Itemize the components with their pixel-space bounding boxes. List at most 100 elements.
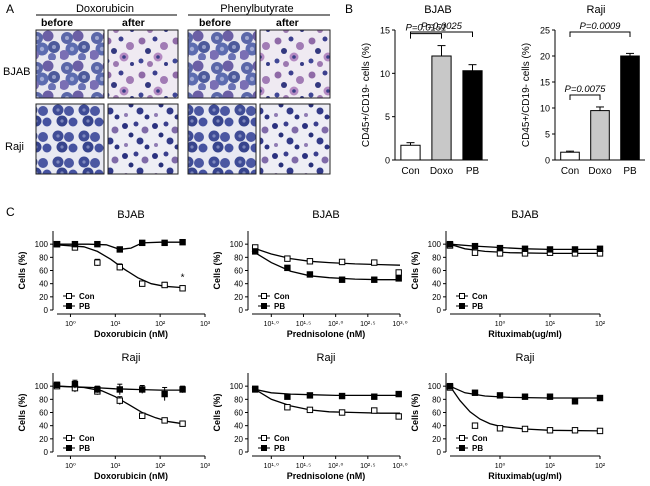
dose-chart-1-series-con-point bbox=[94, 259, 101, 266]
dose-chart-4-legend-marker bbox=[66, 435, 72, 441]
dose-chart-5-x-tick-label: 10²·⁵ bbox=[360, 463, 375, 470]
dose-chart-4-legend-label-pb: PB bbox=[79, 444, 90, 453]
dose-chart-4-x-tick-label: 10⁰ bbox=[65, 462, 76, 470]
dose-chart-3-title: BJAB bbox=[511, 209, 539, 221]
dose-chart-6-x-tick-label: 10¹ bbox=[545, 463, 556, 470]
dose-chart-6-series-pb-point bbox=[521, 393, 529, 400]
dose-chart-5-x-tick-label: 10³·⁰ bbox=[392, 462, 407, 470]
bar-chart-bjab-y-tick-label: 0 bbox=[385, 156, 390, 166]
bar-chart-raji-significance-bracket bbox=[569, 31, 631, 37]
bar-chart-bjab-p-value: P=0.0025 bbox=[421, 21, 463, 32]
dose-chart-6-series-con-point bbox=[521, 425, 529, 433]
panel-c-letter: C bbox=[6, 205, 15, 219]
dose-chart-4-series-con-point bbox=[116, 397, 123, 404]
dose-chart-1-legend-marker bbox=[66, 293, 72, 299]
dose-chart-1-series-con-point bbox=[161, 281, 168, 289]
dose-chart-6-series-pb-point bbox=[596, 394, 604, 402]
dose-chart-6-x-label: Rituximab(ug/ml) bbox=[488, 471, 562, 481]
panel-b-letter: B bbox=[345, 2, 353, 16]
dose-chart-2-series-con-point bbox=[284, 255, 291, 262]
dose-chart-3-y-tick-label: 60 bbox=[432, 267, 441, 276]
dose-chart-2-y-tick-label: 0 bbox=[239, 306, 244, 315]
dose-chart-3-series-pb-point bbox=[496, 244, 504, 252]
dose-chart-4-y-label: Cells (%) bbox=[17, 393, 27, 431]
dose-chart-5-y-tick-label: 100 bbox=[230, 382, 244, 391]
dose-chart-5-y-tick-label: 20 bbox=[234, 435, 243, 444]
dose-chart-2-x-tick-label: 10¹·⁵ bbox=[296, 321, 311, 328]
dose-chart-3-series-pb-fit-line bbox=[449, 243, 600, 251]
dose-chart-6-y-tick-label: 0 bbox=[437, 448, 442, 457]
dose-chart-1-legend-label-con: Con bbox=[79, 292, 95, 301]
dose-chart-2-y-tick-label: 40 bbox=[234, 280, 243, 289]
dose-chart-6-series-pb-point bbox=[546, 393, 554, 400]
dose-chart-6-y-tick-label: 80 bbox=[432, 395, 441, 404]
bar-chart-raji-bar-con bbox=[560, 151, 580, 161]
condition-label-pb-before: before bbox=[199, 17, 231, 29]
dose-chart-4-series-pb-point bbox=[94, 386, 101, 393]
dose-chart-3-series-pb-point bbox=[596, 245, 604, 252]
dose-chart-5-legend-label-pb: PB bbox=[274, 444, 285, 453]
dose-chart-3-y-label: Cells (%) bbox=[410, 251, 420, 289]
bar-chart-raji-y-tick-label: 0 bbox=[545, 156, 550, 166]
dose-chart-6-series-con-point bbox=[596, 427, 604, 435]
bar-chart-bjab-y-label: CD45+/CD19- cells (%) bbox=[361, 43, 372, 147]
dose-chart-1-x-tick-label: 10⁰ bbox=[65, 320, 76, 328]
micrograph-raji-dox-before bbox=[35, 103, 105, 175]
dose-chart-2-series-pb-point bbox=[252, 248, 259, 255]
dose-chart-4-x-tick-label: 10² bbox=[155, 463, 166, 470]
dose-chart-5-legend-marker bbox=[261, 435, 267, 441]
dose-chart-5-series-con-fit-line bbox=[251, 386, 400, 414]
dose-chart-1-legend-marker bbox=[66, 303, 72, 309]
bar-chart-raji-p-value: P=0.0075 bbox=[565, 84, 607, 95]
dose-chart-5-x-tick-label: 10¹·⁵ bbox=[296, 463, 311, 470]
dose-chart-1-series-con-point bbox=[179, 285, 186, 292]
drug-group-phenylbutyrate: Phenylbutyrate bbox=[220, 3, 293, 15]
dose-chart-2-y-tick-label: 100 bbox=[230, 240, 244, 249]
dose-chart-2-x-tick-label: 10³·⁰ bbox=[392, 320, 407, 328]
condition-label-dox-before: before bbox=[41, 17, 73, 29]
dose-chart-4-y-tick-label: 0 bbox=[44, 448, 49, 457]
dose-chart-4-x-tick-label: 10³ bbox=[200, 463, 211, 470]
panel-a-letter: A bbox=[6, 2, 14, 16]
dose-chart-2-legend-marker bbox=[261, 303, 267, 309]
dose-chart-5-series-pb-point bbox=[338, 392, 346, 400]
bar-chart-bjab-title: BJAB bbox=[424, 4, 452, 16]
dose-chart-4-x-label: Doxorubicin (nM) bbox=[94, 471, 168, 481]
dose-chart-5-series-pb-fit-line bbox=[251, 388, 400, 397]
bar-chart-bjab-bar-doxo bbox=[431, 55, 452, 161]
dose-chart-1-series-con-point bbox=[139, 280, 146, 287]
panel-c-dose-response-charts: BJAB 0 20 40 60 80 100 Cells (%) 10⁰ 10¹ 10² 10³ Dox… bbox=[17, 209, 606, 481]
bar-chart-bjab-category-label: PB bbox=[466, 166, 480, 177]
dose-chart-1-x-tick-label: 10¹ bbox=[110, 321, 121, 328]
dose-chart-5-series-pb-point bbox=[395, 390, 402, 398]
dose-chart-5-y-tick-label: 40 bbox=[234, 422, 243, 431]
micrograph-raji-dox-after bbox=[107, 103, 179, 175]
dose-chart-2-series-con-point bbox=[306, 258, 314, 265]
dose-chart-3-legend-marker bbox=[459, 303, 465, 309]
bar-chart-raji-category-label: Doxo bbox=[588, 166, 612, 177]
dose-chart-3-y-tick-label: 0 bbox=[437, 306, 442, 315]
dose-chart-4-series-con-point bbox=[139, 412, 146, 419]
dose-chart-4-series-con-point bbox=[179, 420, 186, 427]
dose-chart-6-x-tick-label: 10⁰ bbox=[495, 462, 506, 470]
dose-chart-1-series-pb-point bbox=[179, 238, 186, 246]
bar-chart-bjab-category-label: Con bbox=[401, 166, 419, 177]
dose-chart-6-y-tick-label: 20 bbox=[432, 435, 441, 444]
dose-chart-3-series-con-point bbox=[496, 250, 504, 257]
dose-chart-3-legend-label-pb: PB bbox=[472, 302, 483, 311]
dose-chart-5-title: Raji bbox=[317, 352, 336, 364]
dose-chart-2-series-pb-point bbox=[371, 276, 378, 283]
dose-chart-6-series-con-point bbox=[471, 422, 479, 429]
dose-chart-3-legend-marker bbox=[459, 293, 465, 299]
dose-chart-1-series-pb-point bbox=[71, 240, 79, 248]
dose-chart-4-x-tick-label: 10¹ bbox=[110, 463, 121, 470]
bar-chart-bjab-category-label: Doxo bbox=[430, 166, 454, 177]
dose-chart-2-legend-marker bbox=[261, 293, 267, 299]
dose-chart-2-series-pb-point bbox=[306, 271, 314, 278]
dose-chart-1-series-pb-point bbox=[161, 239, 168, 247]
bar-chart-bjab-significance-bracket bbox=[410, 33, 442, 39]
dose-chart-5-x-tick-label: 10¹·⁰ bbox=[264, 462, 279, 470]
dose-chart-1-y-tick-label: 100 bbox=[35, 240, 49, 249]
dose-chart-6-y-tick-label: 60 bbox=[432, 409, 441, 418]
dose-chart-2-y-tick-label: 60 bbox=[234, 267, 243, 276]
